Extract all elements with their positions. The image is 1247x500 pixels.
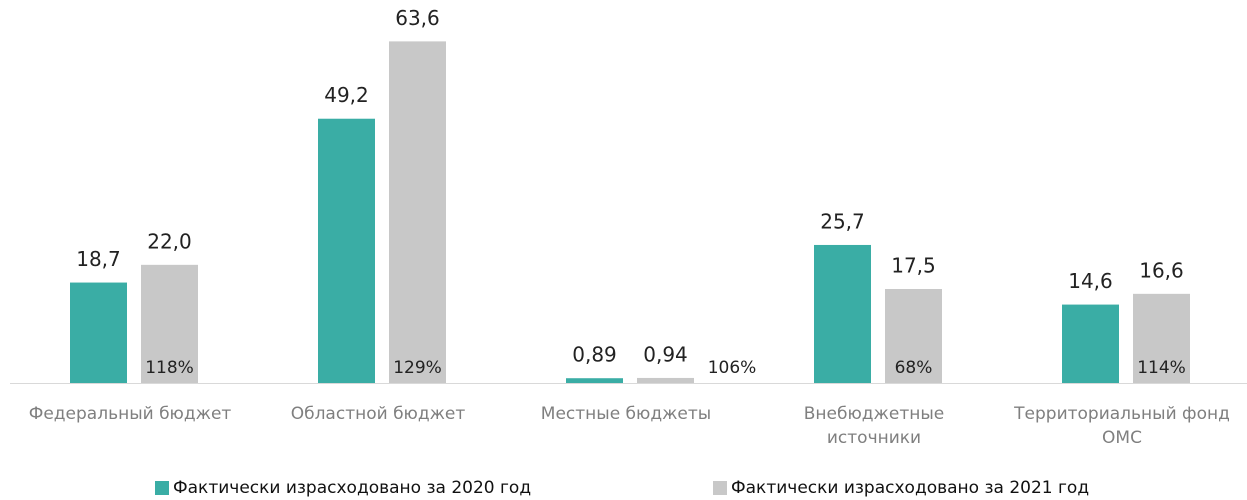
bar [814,244,871,383]
bar [318,118,375,384]
legend-swatch [713,481,727,495]
value-label: 25,7 [820,209,865,233]
value-label: 17,5 [891,254,936,278]
bar [1133,293,1190,383]
bar [566,378,623,383]
ratio-label: 68% [895,358,933,378]
value-label: 16,6 [1139,258,1184,282]
value-label: 18,7 [76,247,121,271]
ratio-label: 129% [393,358,442,378]
value-label: 14,6 [1068,269,1113,293]
bar [70,282,127,383]
x-tick-label: Областной бюджет [290,404,466,424]
legend-item: Фактически израсходовано за 2020 год [155,478,531,498]
ratio-label: 114% [1137,358,1186,378]
ratio-label: 118% [145,358,194,378]
bar [885,289,942,383]
bar [141,264,198,383]
value-label: 0,94 [643,342,688,366]
legend-swatch [155,481,169,495]
x-tick-label: Территориальный фонд ОМС [1014,404,1230,448]
legend-label: Фактически израсходовано за 2021 год [731,478,1090,498]
legend-label: Фактически израсходовано за 2020 год [173,478,532,498]
bar [1062,304,1119,383]
bar [637,377,694,383]
value-label: 22,0 [147,229,192,253]
ratio-label: 106% [708,358,757,378]
x-tick-label: Федеральный бюджет [28,404,232,424]
legend-item: Фактически израсходовано за 2021 год [713,478,1089,498]
x-tick-label: Местные бюджеты [540,404,712,424]
x-tick-label: Внебюджетные источники [803,404,945,448]
value-label: 0,89 [572,343,617,367]
value-label: 49,2 [324,83,369,107]
value-label: 63,6 [395,6,440,30]
bar [389,41,446,384]
